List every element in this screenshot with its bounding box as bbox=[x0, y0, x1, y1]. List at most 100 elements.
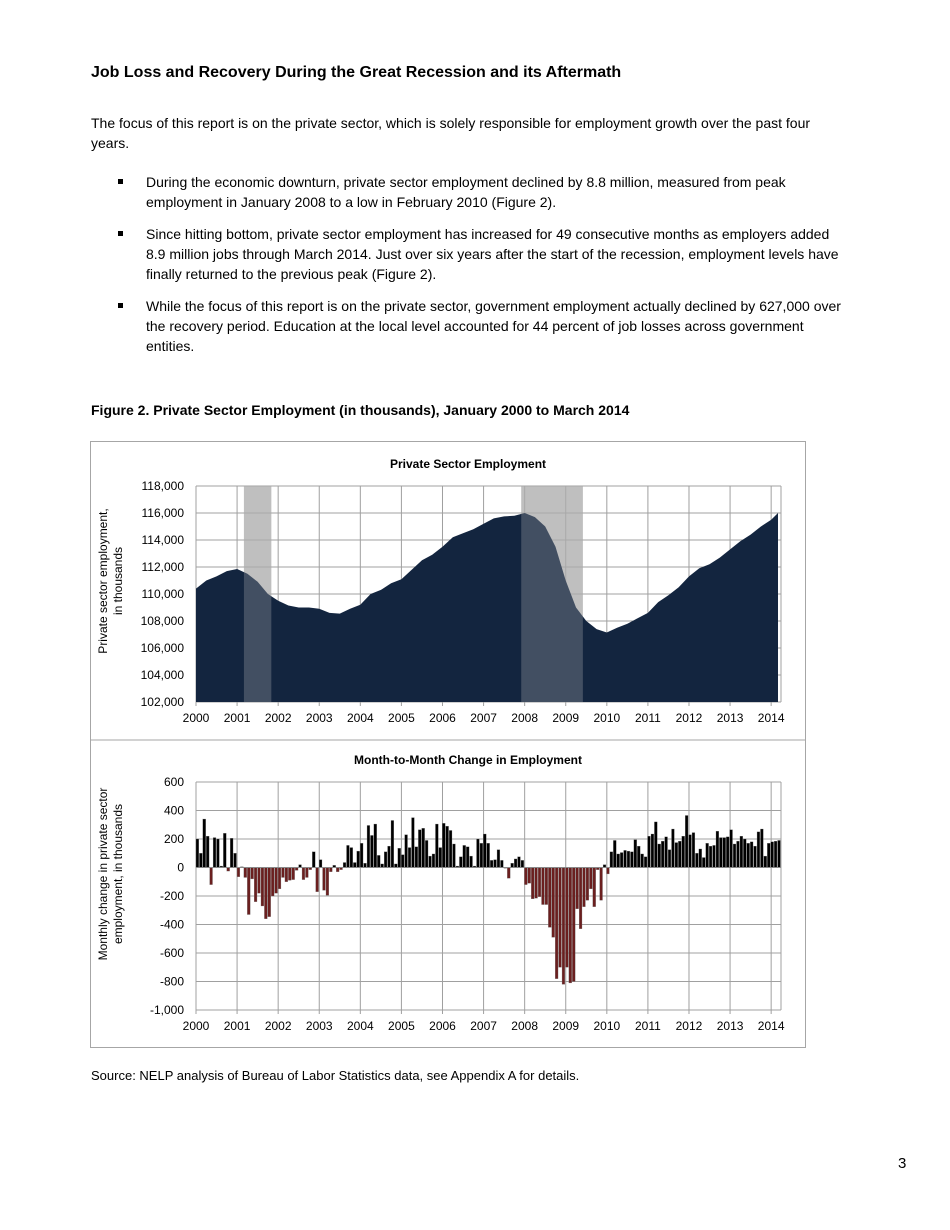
x-tick-label: 2001 bbox=[224, 1019, 251, 1033]
change-bar bbox=[264, 867, 268, 919]
change-bar bbox=[630, 851, 634, 868]
change-bar bbox=[640, 853, 644, 868]
change-bar bbox=[729, 829, 733, 868]
change-bar bbox=[431, 853, 436, 868]
change-bar bbox=[469, 855, 473, 868]
section-heading: Job Loss and Recovery During the Great R… bbox=[91, 64, 622, 81]
change-bar bbox=[719, 837, 723, 868]
change-bar bbox=[664, 836, 668, 868]
x-tick-label: 2008 bbox=[511, 711, 538, 725]
x-tick-label: 2011 bbox=[635, 711, 661, 725]
change-bar bbox=[233, 853, 237, 868]
y-tick-label: 116,000 bbox=[142, 506, 185, 520]
change-bar bbox=[301, 867, 306, 880]
y-tick-label: -1,000 bbox=[150, 1003, 184, 1017]
change-bar bbox=[616, 853, 620, 868]
change-bar bbox=[414, 846, 418, 868]
x-tick-label: 2013 bbox=[717, 1019, 744, 1033]
x-tick-label: 2007 bbox=[470, 711, 497, 725]
square-bullet-icon bbox=[118, 303, 123, 308]
change-bar bbox=[743, 838, 747, 868]
y-tick-label: 114,000 bbox=[142, 533, 185, 547]
change-bar bbox=[575, 867, 579, 909]
figure-caption: Figure 2. Private Sector Employment (in … bbox=[91, 402, 630, 418]
change-bar bbox=[230, 838, 234, 868]
change-bar bbox=[767, 843, 771, 868]
bullet-text: Since hitting bottom, private sector emp… bbox=[146, 226, 839, 282]
change-bar bbox=[377, 855, 381, 868]
change-bar bbox=[527, 867, 531, 884]
change-bar bbox=[483, 833, 487, 868]
x-tick-label: 2005 bbox=[388, 1019, 415, 1033]
x-tick-label: 2006 bbox=[429, 1019, 456, 1033]
change-bar bbox=[349, 847, 353, 868]
change-bar bbox=[541, 867, 545, 905]
change-bar bbox=[442, 823, 446, 868]
change-bar bbox=[774, 840, 778, 868]
change-bar bbox=[695, 853, 699, 868]
x-tick-label: 2010 bbox=[593, 711, 620, 725]
change-bar bbox=[705, 843, 709, 868]
y-tick-label: 112,000 bbox=[142, 560, 185, 574]
y-tick-label: 400 bbox=[164, 804, 184, 818]
change-bar bbox=[479, 843, 483, 868]
change-bar bbox=[514, 858, 518, 868]
x-tick-label: 2010 bbox=[593, 1019, 620, 1033]
x-tick-label: 2014 bbox=[758, 711, 785, 725]
change-bar bbox=[223, 833, 227, 868]
change-bar bbox=[322, 867, 326, 891]
change-bar bbox=[568, 867, 572, 984]
x-tick-label: 2002 bbox=[265, 711, 292, 725]
change-bar bbox=[438, 847, 442, 868]
change-bar bbox=[493, 859, 497, 868]
employment-area bbox=[196, 513, 778, 702]
change-bar bbox=[363, 863, 367, 868]
change-bar bbox=[709, 845, 713, 868]
change-bar bbox=[750, 841, 754, 868]
change-bar bbox=[407, 847, 412, 868]
change-bar bbox=[555, 867, 559, 979]
y-tick-label: 108,000 bbox=[141, 614, 185, 628]
change-bar bbox=[476, 838, 480, 868]
change-bar bbox=[274, 867, 278, 894]
x-tick-label: 2014 bbox=[758, 1019, 785, 1033]
change-bar bbox=[449, 830, 453, 868]
change-bar bbox=[257, 867, 261, 894]
square-bullet-icon bbox=[118, 179, 123, 184]
change-bar bbox=[685, 815, 689, 868]
change-bar bbox=[360, 843, 364, 868]
change-bar bbox=[688, 834, 692, 868]
change-bar bbox=[486, 843, 490, 868]
change-bar bbox=[411, 817, 415, 868]
chart-title-change: Month-to-Month Change in Employment bbox=[354, 753, 582, 767]
change-bar bbox=[777, 840, 781, 868]
change-bar bbox=[582, 867, 586, 907]
change-bar bbox=[548, 867, 552, 928]
change-bar bbox=[496, 849, 501, 868]
x-tick-label: 2001 bbox=[224, 711, 251, 725]
change-bar bbox=[466, 846, 470, 868]
change-bar bbox=[712, 845, 716, 868]
change-bar bbox=[565, 867, 569, 968]
change-bar bbox=[760, 828, 764, 868]
change-bar bbox=[551, 867, 555, 938]
change-bar bbox=[626, 850, 631, 868]
x-tick-label: 2009 bbox=[552, 711, 579, 725]
change-bar bbox=[715, 831, 719, 868]
change-bar bbox=[537, 867, 542, 897]
y-tick-label: 0 bbox=[177, 861, 184, 875]
page-number: 3 bbox=[898, 1155, 907, 1172]
change-bar bbox=[404, 834, 408, 868]
recession-overlay bbox=[243, 486, 272, 702]
recession-overlay bbox=[521, 486, 583, 702]
change-bar bbox=[206, 835, 210, 868]
change-bar bbox=[418, 829, 422, 868]
y-tick-label: 600 bbox=[164, 775, 184, 789]
change-bar bbox=[267, 867, 271, 917]
change-bar bbox=[380, 863, 384, 868]
y-tick-label: 102,000 bbox=[141, 695, 185, 709]
change-bar bbox=[373, 823, 377, 868]
change-bar bbox=[671, 828, 675, 868]
change-bar bbox=[770, 841, 774, 868]
